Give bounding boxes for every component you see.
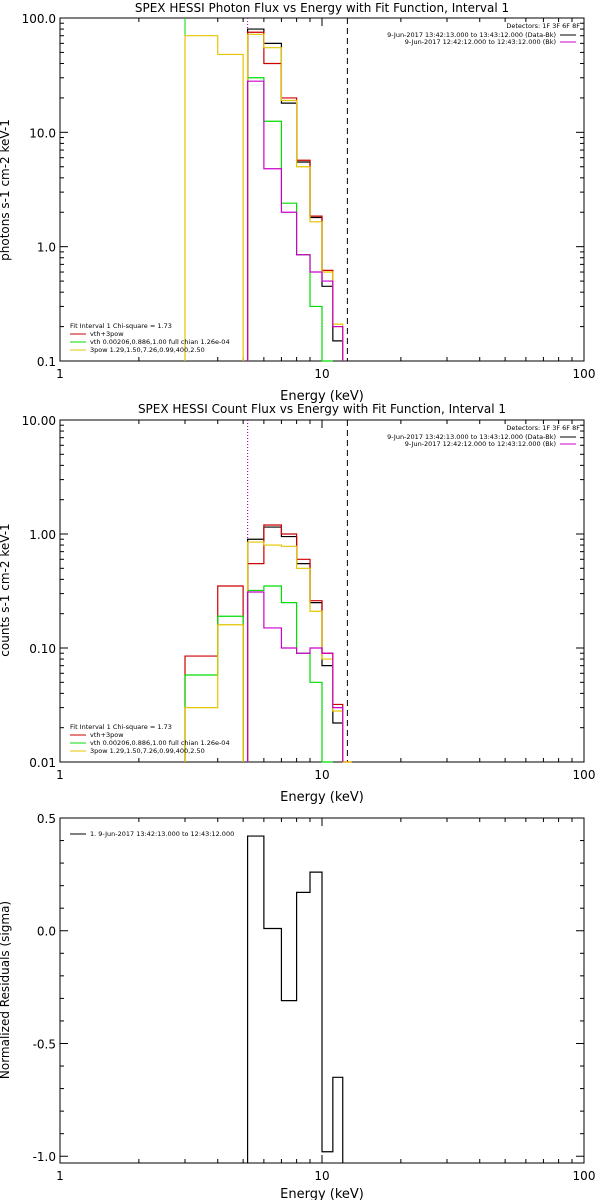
legend-entry: 9-Jun-2017 12:42:12.000 to 12:43:12.000 … [405,38,556,46]
legend-entry: vth+3pow [90,731,124,739]
y-tick-label: 0.0 [37,925,56,939]
panel2-ylabel: counts s-1 cm-2 keV-1 [0,523,12,656]
legend-entry: vth+3pow [90,330,124,338]
legend-entry: 3pow 1.29,1.50,7.26,0.99,400,2.50 [90,747,205,755]
y-tick-label: 0.01 [29,756,56,770]
y-tick-label: 100.0 [22,12,56,26]
series-step-line [246,526,344,762]
y-tick-label: 10.0 [29,126,56,140]
panel2-series: Detectors: 1F 3F 6F 8F9-Jun-2017 13:42:1… [70,420,580,763]
x-tick-label: 1 [56,1169,64,1183]
x-tick-label: 10 [314,367,329,381]
legend-header: Fit Interval 1 Chi-square = 1.73 [70,322,172,330]
panel1-title: SPEX HESSI Photon Flux vs Energy with Fi… [135,1,509,15]
x-tick-label: 1 [56,768,64,782]
legend-entry: vth 0.00206,0.886,1.00 full chian 1.26e-… [90,739,230,747]
panel1-ylabel: photons s-1 cm-2 keV-1 [0,119,12,261]
panel3-ticks: 1 10 100 -1.0 -0.5 0.0 0.5 [33,812,596,1183]
y-tick-label: 0.10 [29,642,56,656]
series-step-line [246,77,333,362]
legend-header: Detectors: 1F 3F 6F 8F [506,424,580,432]
legend-entry: 9-Jun-2017 13:42:13.000 to 13:43:12.000 … [387,31,556,39]
panel1-series: Detectors: 1F 3F 6F 8F9-Jun-2017 13:42:1… [70,18,580,362]
legend-entry: 3pow 1.29,1.50,7.26,0.99,400,2.50 [90,346,205,354]
series-step-line [246,28,344,361]
series-step-line [246,80,344,361]
y-tick-label: -1.0 [33,1150,56,1164]
series-step-line [184,541,352,763]
panel3-xlabel: Energy (keV) [280,1187,364,1200]
y-tick-label: 10.00 [22,414,56,428]
y-tick-label: 1.0 [37,241,56,255]
y-tick-label: 1.00 [29,528,56,542]
series-step-line [184,585,333,763]
legend-header: Fit Interval 1 Chi-square = 1.73 [70,723,172,731]
series-step-line [184,524,352,763]
legend-entry: 9-Jun-2017 13:42:13.000 to 13:43:12.000 … [387,433,556,441]
y-tick-label: 0.5 [37,812,56,826]
panel2-xlabel: Energy (keV) [280,790,364,805]
panel2-title: SPEX HESSI Count Flux vs Energy with Fit… [138,402,506,416]
legend-entry: vth 0.00206,0.886,1.00 full chian 1.26e-… [90,338,230,346]
panel1-ticks: 1 10 100 0.1 1.0 10.0 100.0 [22,12,596,381]
x-tick-label: 100 [573,768,596,782]
x-tick-label: 10 [314,1169,329,1183]
panel3-series: 1. 9-Jun-2017 13:42:13.000 to 12:43:12.0… [70,830,344,1163]
y-tick-label: -0.5 [33,1037,56,1051]
x-tick-label: 1 [56,367,64,381]
panel3-ylabel: Normalized Residuals (sigma) [0,901,12,1079]
legend-header: Detectors: 1F 3F 6F 8F [506,22,580,30]
series-step-line [246,835,344,1163]
y-tick-label: 0.1 [37,355,56,369]
x-tick-label: 10 [314,768,329,782]
x-tick-label: 100 [573,1169,596,1183]
panel1-xlabel: Energy (keV) [280,389,364,404]
x-tick-label: 100 [573,367,596,381]
series-step-line [246,591,344,762]
legend-entry: 9-Jun-2017 12:42:12.000 to 12:43:12.000 … [405,440,556,448]
legend-entry: 1. 9-Jun-2017 13:42:13.000 to 12:43:12.0… [90,830,234,838]
